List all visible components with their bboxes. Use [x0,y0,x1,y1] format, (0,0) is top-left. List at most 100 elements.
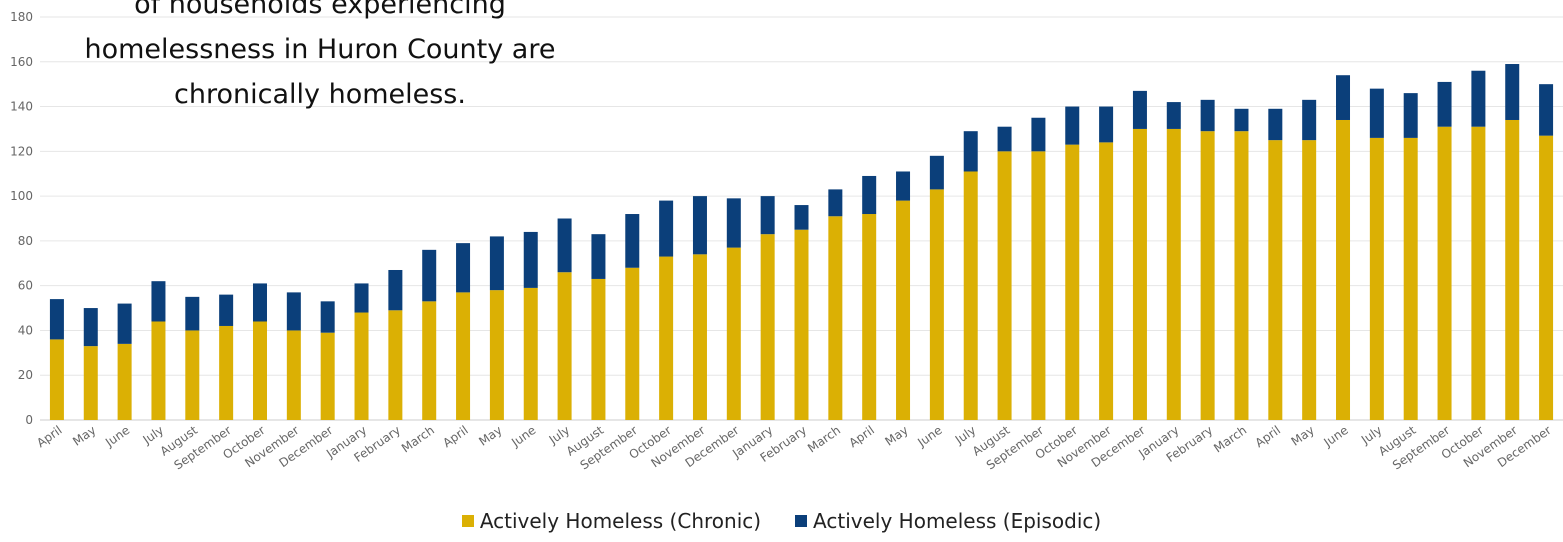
bar-episodic [794,205,809,230]
bars [49,64,1554,421]
bar-chronic [1437,126,1452,420]
bar-episodic [625,214,640,268]
bar-episodic [659,200,674,257]
bar-chronic [1234,131,1249,420]
bar-episodic [422,249,437,302]
bar-episodic [726,198,741,248]
bar-chronic [1539,135,1554,420]
x-tick-label: April [34,423,65,450]
bar-chronic [489,290,504,420]
bar-episodic [963,131,978,172]
bar-episodic [1234,108,1249,132]
bar-episodic [523,231,538,288]
bar-chronic [1268,140,1283,420]
y-tick-label: 20 [18,368,33,382]
bar-chronic [523,287,538,420]
bar-episodic [388,269,403,311]
x-tick-label: March [805,423,843,455]
bar-episodic [896,171,911,201]
bar-chronic [828,216,843,420]
bar-episodic [219,294,234,326]
bar-episodic [489,236,504,291]
y-tick-label: 60 [18,279,33,293]
bar-chronic [1166,128,1181,420]
x-tick-label: April [1253,423,1284,450]
y-tick-label: 0 [25,413,33,427]
x-tick-label: April [440,423,471,450]
bar-chronic [1336,119,1351,420]
bar-chronic [422,301,437,420]
bar-chronic [83,346,98,420]
y-tick-label: 140 [10,100,33,114]
x-tick-label: May [476,423,504,449]
bar-chronic [320,332,335,420]
bar-episodic [862,175,877,215]
bar-chronic [1369,137,1384,420]
x-tick-label: March [399,423,437,455]
bar-episodic [1099,106,1114,143]
bar-chronic [1065,144,1080,420]
bar-episodic [1132,90,1147,129]
bar-episodic [151,281,166,322]
bar-chronic [625,267,640,420]
y-tick-label: 100 [10,189,33,203]
bar-chronic [1031,151,1046,421]
bar-episodic [456,243,471,293]
bar-chronic [1132,128,1147,420]
bar-chronic [896,200,911,420]
bar-chronic [252,321,267,420]
bar-chronic [794,229,809,420]
bar-chronic [591,278,606,420]
legend-label-chronic: Actively Homeless (Chronic) [479,509,762,533]
y-tick-label: 40 [18,323,33,337]
bar-episodic [354,283,369,313]
bar-chronic [1099,142,1114,420]
bar-episodic [1065,106,1080,145]
bar-chronic [862,214,877,420]
legend-item-episodic: Actively Homeless (Episodic) [795,509,1101,533]
bar-chronic [117,343,132,420]
x-tick-label: March [1211,423,1249,455]
bar-chronic [185,330,200,420]
legend: Actively Homeless (Chronic) Actively Hom… [0,509,1563,533]
bar-chronic [997,151,1012,421]
legend-swatch-chronic [461,515,474,527]
y-axis-ticks: 0 20 40 60 80 100 120 140 160 180 [10,10,33,427]
bar-episodic [1403,93,1418,138]
bar-chronic [1403,137,1418,420]
bar-chronic [1302,140,1317,420]
bar-chronic [659,256,674,420]
x-tick-label: April [846,423,877,450]
bar-chronic [354,312,369,420]
bar-episodic [1505,64,1520,120]
bar-episodic [692,196,707,255]
y-tick-label: 180 [10,10,33,24]
bar-episodic [1166,102,1181,129]
bar-episodic [1268,108,1283,141]
bar-episodic [1200,99,1215,132]
y-tick-label: 80 [18,234,33,248]
x-tick-label: June [508,423,538,450]
bar-episodic [591,234,606,279]
bar-chronic [151,321,166,420]
bar-episodic [117,303,132,344]
bar-episodic [1336,75,1351,120]
bar-chronic [1200,131,1215,420]
bar-episodic [1471,70,1486,127]
x-tick-label: June [1320,423,1350,450]
bar-episodic [83,308,98,347]
y-tick-label: 120 [10,144,33,158]
legend-label-episodic: Actively Homeless (Episodic) [813,509,1102,533]
bar-episodic [1437,81,1452,127]
bar-episodic [557,218,572,273]
bar-chronic [456,292,471,420]
x-tick-label: May [882,423,910,449]
bar-chronic [388,310,403,420]
bar-chronic [1471,126,1486,420]
bar-episodic [286,292,301,331]
bar-episodic [49,299,64,340]
bar-episodic [1302,99,1317,141]
bar-chronic [1505,119,1520,420]
bar-chronic [929,189,944,420]
